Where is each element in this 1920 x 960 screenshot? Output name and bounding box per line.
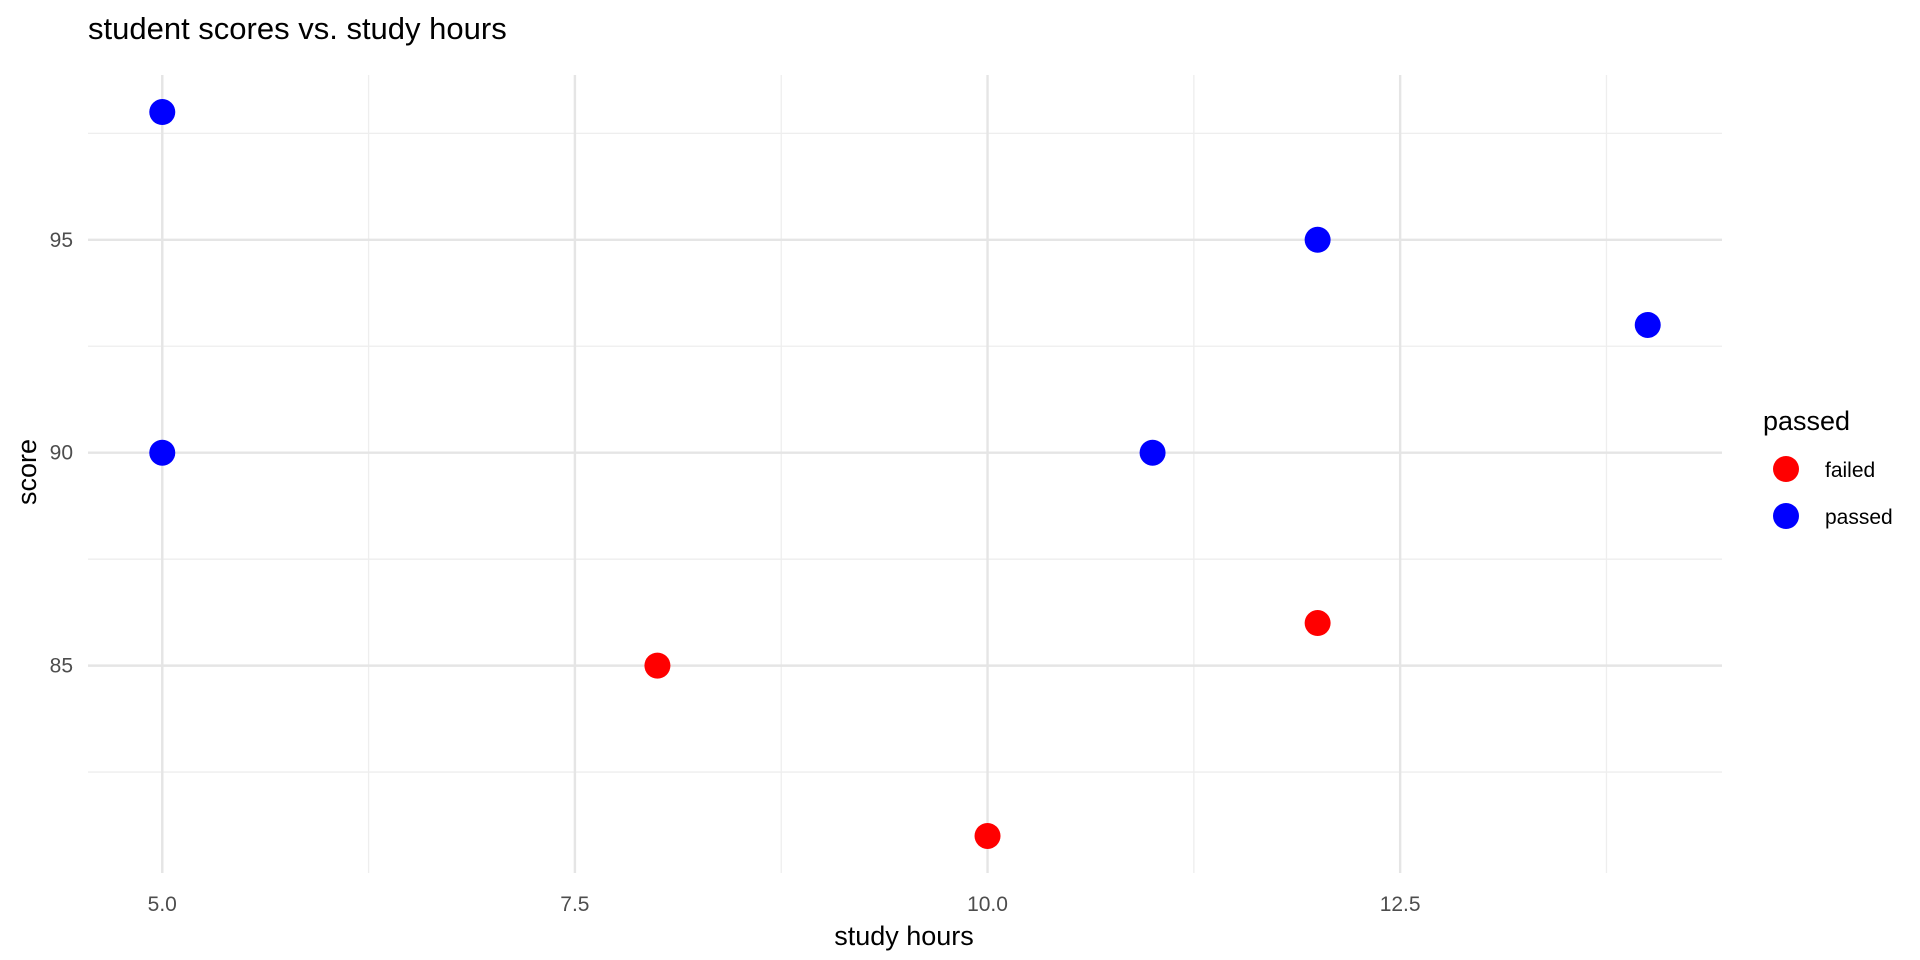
legend-key-passed — [1773, 503, 1799, 529]
x-axis-title: study hours — [834, 921, 974, 951]
y-tick-label: 85 — [50, 655, 73, 678]
x-tick-label: 5.0 — [148, 893, 177, 916]
x-axis-tick-labels: 5.0 7.5 10.0 12.5 — [148, 893, 1421, 916]
data-point-passed — [1304, 226, 1331, 253]
legend-key-failed — [1773, 456, 1799, 482]
y-tick-label: 95 — [50, 229, 73, 252]
data-point-passed — [149, 99, 176, 126]
data-point-passed — [1139, 439, 1166, 466]
data-point-passed — [149, 439, 176, 466]
major-gridlines — [88, 75, 1722, 873]
x-tick-label: 12.5 — [1380, 893, 1421, 916]
legend-label-failed: failed — [1825, 459, 1875, 482]
data-point-failed — [644, 652, 671, 679]
x-tick-label: 7.5 — [560, 893, 589, 916]
x-tick-label: 10.0 — [967, 893, 1008, 916]
y-axis-tick-labels: 85 90 95 — [50, 229, 73, 678]
legend: passed failed passed — [1763, 406, 1893, 529]
data-point-passed — [1634, 311, 1661, 338]
y-axis-title: score — [12, 439, 42, 505]
data-points — [149, 99, 1661, 849]
data-point-failed — [974, 822, 1001, 849]
legend-label-passed: passed — [1825, 506, 1893, 529]
minor-gridlines — [88, 75, 1722, 873]
chart-title: student scores vs. study hours — [88, 11, 507, 46]
y-tick-label: 90 — [50, 442, 73, 465]
data-point-failed — [1304, 610, 1331, 637]
legend-title: passed — [1763, 406, 1850, 436]
